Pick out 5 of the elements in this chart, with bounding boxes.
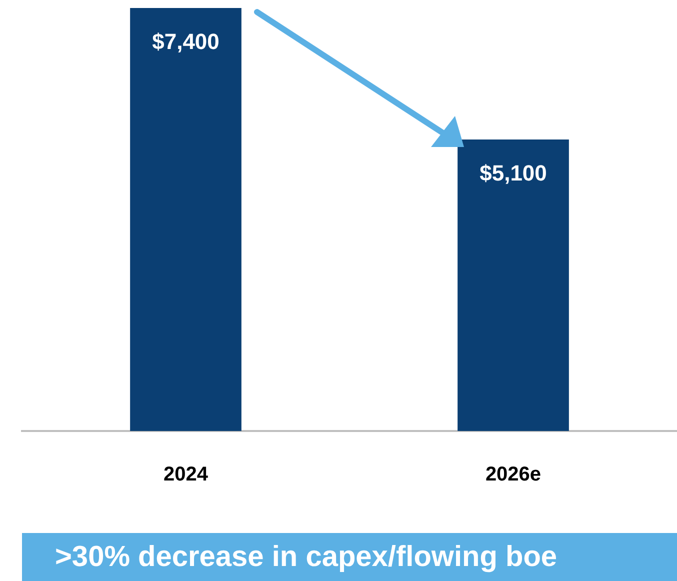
x-tick-label: 2026e [485, 464, 542, 486]
x-tick-label: 2024 [164, 464, 209, 486]
data-label: $7,400 [152, 29, 220, 54]
data-label: $5,100 [480, 160, 547, 186]
text: >30% decrease in capex/flowing boe [22, 533, 677, 581]
